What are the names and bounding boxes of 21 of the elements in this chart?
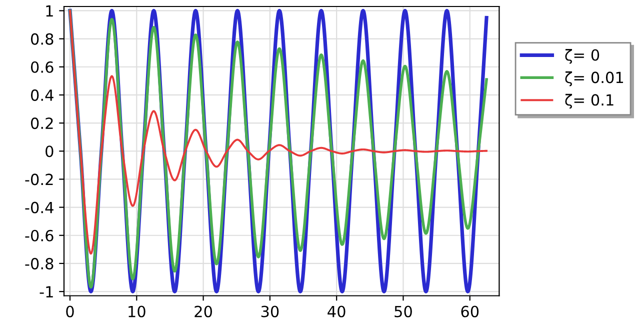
x-tick-label: 30 xyxy=(261,306,279,318)
y-tick-label: -1 xyxy=(40,286,53,298)
y-tick-label: 0.2 xyxy=(30,118,53,130)
legend-label: ζ= 0.01 xyxy=(565,71,624,86)
y-tick-label: -0.8 xyxy=(25,258,54,270)
x-tick-label: 60 xyxy=(461,306,479,318)
x-tick-label: 40 xyxy=(328,306,346,318)
y-tick-label: -0.2 xyxy=(25,174,53,186)
x-tick-label: 50 xyxy=(394,306,412,318)
y-tick-label: 1 xyxy=(46,5,53,17)
y-tick-label: -0.6 xyxy=(25,230,54,242)
legend-label: ζ= 0 xyxy=(565,48,600,64)
x-tick-label: 10 xyxy=(128,306,146,318)
y-tick-label: 0.8 xyxy=(30,33,54,45)
legend-label: ζ= 0.1 xyxy=(565,94,614,109)
y-tick-label: -0.4 xyxy=(25,202,54,214)
y-tick-label: 0 xyxy=(46,146,54,158)
y-tick-label: 0.6 xyxy=(30,61,54,73)
x-tick-label: 20 xyxy=(194,306,212,318)
y-tick-label: 0.4 xyxy=(30,89,54,101)
x-tick-label: 0 xyxy=(66,306,74,318)
